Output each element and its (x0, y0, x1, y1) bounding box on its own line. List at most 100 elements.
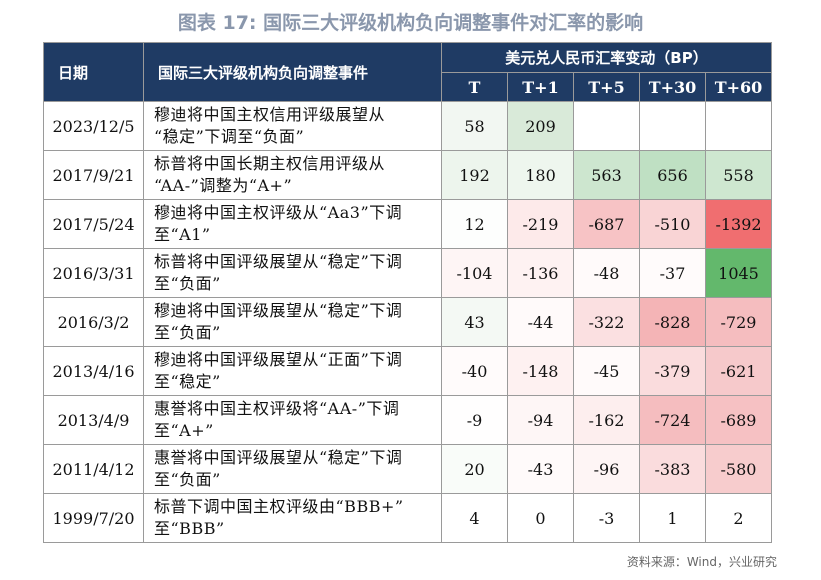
row-event-line: 标普将中国评级展望从“稳定”下调 (154, 252, 403, 271)
row-event-line: “稳定”下调至“负面” (154, 127, 305, 146)
row-event-line: 至“A1” (154, 225, 211, 244)
value-cell: 58 (441, 101, 508, 151)
value-cell: 180 (507, 150, 574, 200)
table-row: 2017/5/24 穆迪将中国主权评级从“Aa3”下调 至“A1” 12 -219 -68… (43, 199, 772, 249)
value-cell: -94 (507, 395, 574, 445)
value-cell: 209 (507, 101, 574, 151)
value-cell: -510 (639, 199, 706, 249)
row-event-line: 穆迪将中国主权信用评级展望从 (154, 105, 386, 124)
value-cell: -322 (573, 297, 640, 347)
table-row: 2016/3/31 标普将中国评级展望从“稳定”下调 至“负面” -104 -136 -4… (43, 248, 772, 298)
value-cell: 563 (573, 150, 640, 200)
value-cell: -580 (705, 444, 772, 494)
row-event: 标普将中国长期主权信用评级从 “AA-”调整为“A+” (143, 150, 442, 200)
row-event-line: 至“负面” (154, 323, 221, 342)
value-cell: -1392 (705, 199, 772, 249)
value-cell: -724 (639, 395, 706, 445)
row-event-line: 至“A+” (154, 421, 214, 440)
table-row: 2017/9/21 标普将中国长期主权信用评级从 “AA-”调整为“A+” 192 18… (43, 150, 772, 200)
value-cell: 1 (639, 493, 706, 543)
row-event-line: 惠誉将中国评级展望从“稳定”下调 (154, 448, 403, 467)
header-col-t5: T+5 (573, 72, 640, 102)
header-col-t: T (441, 72, 508, 102)
value-cell: 12 (441, 199, 508, 249)
row-event-line: 惠誉将中国主权评级将“AA-”下调 (154, 399, 400, 418)
value-cell: -43 (507, 444, 574, 494)
value-cell: 0 (507, 493, 574, 543)
table-row: 2011/4/12 惠誉将中国评级展望从“稳定”下调 至“负面” 20 -43 -96 -3… (43, 444, 772, 494)
value-cell: 558 (705, 150, 772, 200)
value-cell: -828 (639, 297, 706, 347)
value-cell: -37 (639, 248, 706, 298)
header-event: 国际三大评级机构负向调整事件 (143, 42, 442, 102)
header-col-t30: T+30 (639, 72, 706, 102)
table-row: 2016/3/2 穆迪将中国评级展望从“稳定”下调 至“负面” 43 -44 -322 -8… (43, 297, 772, 347)
table-row: 2013/4/16 穆迪将中国评级展望从“正面”下调 至“稳定” -40 -148 -45… (43, 346, 772, 396)
source-note: 资料来源：Wind，兴业研究 (626, 555, 777, 569)
value-cell: -136 (507, 248, 574, 298)
value-cell: -383 (639, 444, 706, 494)
header-col-t60: T+60 (705, 72, 772, 102)
row-date: 2016/3/2 (43, 297, 144, 347)
row-event-line: 穆迪将中国评级展望从“稳定”下调 (154, 301, 403, 320)
header-fx-change: 美元兑人民币汇率变动（BP） (441, 42, 772, 73)
header-date: 日期 (43, 42, 144, 102)
table-row: 2013/4/9 惠誉将中国主权评级将“AA-”下调 至“A+” -9 -94 -162-… (43, 395, 772, 445)
value-cell: -219 (507, 199, 574, 249)
row-date: 2017/9/21 (43, 150, 144, 200)
row-event-line: 穆迪将中国评级展望从“正面”下调 (154, 350, 403, 369)
row-event: 标普将中国评级展望从“稳定”下调 至“负面” (143, 248, 442, 298)
row-date: 1999/7/20 (43, 493, 144, 543)
row-event-line: 至“稳定” (154, 372, 221, 391)
value-cell: -687 (573, 199, 640, 249)
row-event: 惠誉将中国主权评级将“AA-”下调 至“A+” (143, 395, 442, 445)
chart-title: 图表 17: 国际三大评级机构负向调整事件对汇率的影响 (177, 12, 644, 34)
value-cell: -3 (573, 493, 640, 543)
table-row: 1999/7/20 标普下调中国主权评级由“BBB+” 至“BBB” 4 0 -3 1 2 (43, 493, 772, 543)
value-cell: -9 (441, 395, 508, 445)
value-cell: -689 (705, 395, 772, 445)
row-event-line: 至“BBB” (154, 519, 225, 538)
value-cell: 20 (441, 444, 508, 494)
value-cell: 192 (441, 150, 508, 200)
value-cell: -96 (573, 444, 640, 494)
row-event-line: 至“负面” (154, 470, 221, 489)
value-cell: 2 (705, 493, 772, 543)
row-event: 穆迪将中国评级展望从“稳定”下调 至“负面” (143, 297, 442, 347)
value-cell (639, 101, 706, 151)
value-cell: 1045 (705, 248, 772, 298)
row-date: 2016/3/31 (43, 248, 144, 298)
value-cell (573, 101, 640, 151)
row-event: 标普下调中国主权评级由“BBB+” 至“BBB” (143, 493, 442, 543)
value-cell: -48 (573, 248, 640, 298)
header-col-t1: T+1 (507, 72, 574, 102)
value-cell: -162 (573, 395, 640, 445)
row-event: 惠誉将中国评级展望从“稳定”下调 至“负面” (143, 444, 442, 494)
row-event-line: 标普将中国长期主权信用评级从 (154, 154, 386, 173)
value-cell: -729 (705, 297, 772, 347)
value-cell: 656 (639, 150, 706, 200)
row-date: 2013/4/9 (43, 395, 144, 445)
row-date: 2013/4/16 (43, 346, 144, 396)
value-cell: -44 (507, 297, 574, 347)
value-cell: -40 (441, 346, 508, 396)
row-event-line: “AA-”调整为“A+” (154, 176, 293, 195)
value-cell: 43 (441, 297, 508, 347)
row-event-line: 标普下调中国主权评级由“BBB+” (154, 497, 404, 516)
row-event: 穆迪将中国主权评级从“Aa3”下调 至“A1” (143, 199, 442, 249)
value-cell: -104 (441, 248, 508, 298)
value-cell: -621 (705, 346, 772, 396)
row-event-line: 至“负面” (154, 274, 221, 293)
table-row: 2023/12/5 穆迪将中国主权信用评级展望从 “稳定”下调至“负面” 58 209 (43, 101, 772, 151)
rating-fx-table: 日期 国际三大评级机构负向调整事件 美元兑人民币汇率变动（BP） T T+1 T… (43, 42, 772, 543)
row-date: 2017/5/24 (43, 199, 144, 249)
value-cell: 4 (441, 493, 508, 543)
row-event: 穆迪将中国评级展望从“正面”下调 至“稳定” (143, 346, 442, 396)
value-cell (705, 101, 772, 151)
value-cell: -379 (639, 346, 706, 396)
value-cell: -45 (573, 346, 640, 396)
table-body: 2023/12/5 穆迪将中国主权信用评级展望从 “稳定”下调至“负面” 58 209 2… (43, 101, 772, 543)
value-cell: -148 (507, 346, 574, 396)
row-date: 2023/12/5 (43, 101, 144, 151)
row-event-line: 穆迪将中国主权评级从“Aa3”下调 (154, 203, 403, 222)
